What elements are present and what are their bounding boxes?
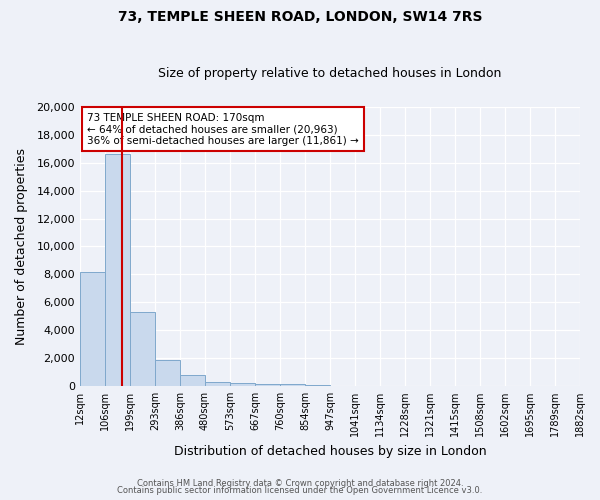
Bar xyxy=(180,374,205,386)
Text: Contains HM Land Registry data © Crown copyright and database right 2024.: Contains HM Land Registry data © Crown c… xyxy=(137,478,463,488)
Bar xyxy=(105,154,130,386)
Bar xyxy=(280,384,305,386)
Bar xyxy=(130,312,155,386)
Text: 73, TEMPLE SHEEN ROAD, LONDON, SW14 7RS: 73, TEMPLE SHEEN ROAD, LONDON, SW14 7RS xyxy=(118,10,482,24)
Bar xyxy=(155,360,180,386)
X-axis label: Distribution of detached houses by size in London: Distribution of detached houses by size … xyxy=(173,444,486,458)
Bar xyxy=(80,272,105,386)
Bar xyxy=(205,382,230,386)
Text: Contains public sector information licensed under the Open Government Licence v3: Contains public sector information licen… xyxy=(118,486,482,495)
Title: Size of property relative to detached houses in London: Size of property relative to detached ho… xyxy=(158,66,502,80)
Bar xyxy=(230,383,255,386)
Text: 73 TEMPLE SHEEN ROAD: 170sqm
← 64% of detached houses are smaller (20,963)
36% o: 73 TEMPLE SHEEN ROAD: 170sqm ← 64% of de… xyxy=(88,112,359,146)
Bar xyxy=(255,384,280,386)
Y-axis label: Number of detached properties: Number of detached properties xyxy=(15,148,28,345)
Bar xyxy=(305,385,330,386)
